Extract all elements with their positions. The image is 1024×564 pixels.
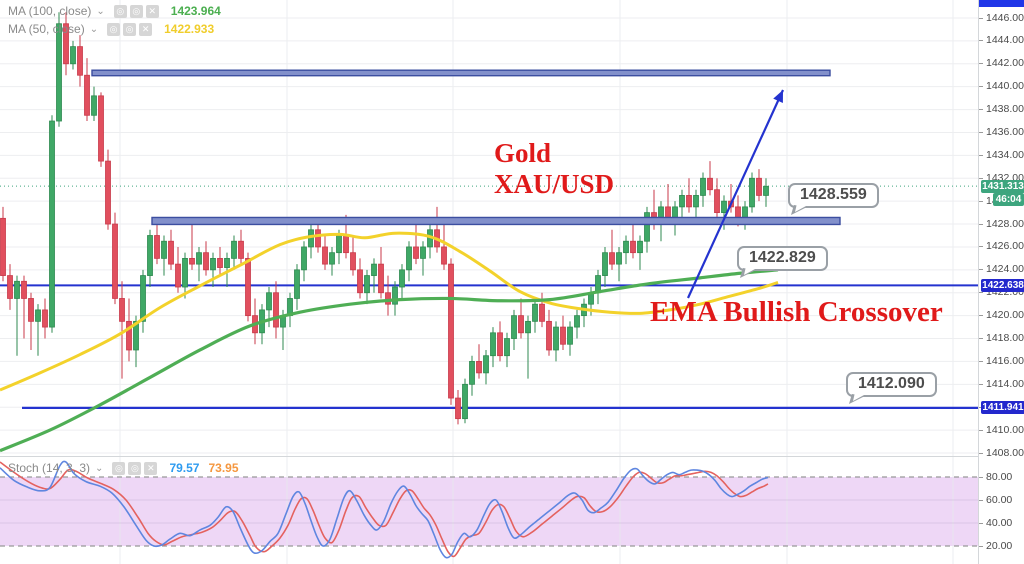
ma50-value: 1422.933 <box>164 22 215 36</box>
price-badge: 1411.941 <box>981 401 1024 415</box>
price-tick-label: 1446.000 <box>979 12 1024 24</box>
stoch-k-line <box>0 460 769 559</box>
visibility-icon[interactable]: ◎ <box>107 22 121 36</box>
stoch-d-line <box>0 461 769 558</box>
settings-icon[interactable]: ◎ <box>128 461 142 475</box>
pane-separator[interactable] <box>0 456 1024 457</box>
ma50-legend-row[interactable]: MA (50, close) ⌄ ◎ ◎ ✕ 1422.933 <box>8 20 221 38</box>
price-tick-label: 1408.000 <box>979 447 1024 459</box>
trend-arrow-drawing[interactable] <box>686 89 785 299</box>
stoch-k-value: 79.57 <box>169 461 200 475</box>
price-badge: 1431.313 <box>981 179 1024 193</box>
stoch-band <box>0 477 978 546</box>
stoch-tick-label: 80.00 <box>978 470 1013 483</box>
title-line-1: Gold <box>494 138 552 168</box>
price-callout[interactable]: 1422.829 <box>737 246 828 271</box>
price-tick-label: 1410.000 <box>979 424 1024 436</box>
price-axis[interactable]: 1446.000 1444.000 1442.000 1440.000 1438.000… <box>978 0 1024 564</box>
chevron-down-icon[interactable]: ⌄ <box>89 23 99 35</box>
arrow-head <box>773 90 783 103</box>
price-tick-label: 1438.000 <box>979 103 1024 115</box>
ma100-legend-row[interactable]: MA (100, close) ⌄ ◎ ◎ ✕ 1423.964 <box>8 2 221 20</box>
stoch-tick-label: 40.00 <box>978 516 1013 529</box>
close-icon[interactable]: ✕ <box>145 4 159 18</box>
close-icon[interactable]: ✕ <box>144 461 158 475</box>
resistance-bar-drawing[interactable] <box>91 69 831 77</box>
visibility-icon[interactable]: ◎ <box>112 461 126 475</box>
stoch-tick-label: 60.00 <box>978 493 1013 506</box>
visibility-icon[interactable]: ◎ <box>113 4 127 18</box>
ma100-value: 1423.964 <box>170 4 221 18</box>
axis-top-strip <box>979 0 1024 7</box>
price-tick-label: 1436.000 <box>979 126 1024 138</box>
settings-icon[interactable]: ◎ <box>129 4 143 18</box>
chevron-down-icon[interactable]: ⌄ <box>96 5 105 17</box>
crossover-annotation[interactable]: EMA Bullish Crossover <box>650 296 943 328</box>
settings-icon[interactable]: ◎ <box>123 22 137 36</box>
price-tick-label: 1440.000 <box>979 80 1024 92</box>
stoch-legend-row[interactable]: Stoch (14, 3, 3) ⌄ ◎ ◎ ✕ 79.57 73.95 <box>8 461 239 475</box>
price-tick-label: 1442.000 <box>979 57 1024 69</box>
resistance-bar-drawing[interactable] <box>151 216 841 226</box>
ma50-line <box>0 231 779 392</box>
title-line-2: XAU/USD <box>494 169 615 199</box>
ma100-label[interactable]: MA (100, close) <box>8 4 92 18</box>
stoch-d-value: 73.95 <box>208 461 239 475</box>
close-icon[interactable]: ✕ <box>139 22 153 36</box>
price-tick-label: 1444.000 <box>979 34 1024 46</box>
chevron-down-icon[interactable]: ⌄ <box>95 462 104 474</box>
stoch-label[interactable]: Stoch (14, 3, 3) <box>8 461 91 475</box>
chart-title-annotation[interactable]: Gold XAU/USD <box>494 138 614 200</box>
countdown-badge: 46:04 <box>993 192 1024 206</box>
price-callout[interactable]: 1428.559 <box>788 183 879 208</box>
price-tick-label: 1426.000 <box>979 240 1024 252</box>
indicator-legend: MA (100, close) ⌄ ◎ ◎ ✕ 1423.964 MA (50,… <box>8 2 221 38</box>
price-tick-label: 1428.000 <box>979 218 1024 230</box>
candlestick-series <box>0 12 769 425</box>
price-tick-label: 1424.000 <box>979 263 1024 275</box>
ma50-label[interactable]: MA (50, close) <box>8 22 85 36</box>
price-callout[interactable]: 1412.090 <box>846 372 937 397</box>
price-tick-label: 1434.000 <box>979 149 1024 161</box>
stoch-tick-label: 20.00 <box>978 539 1013 552</box>
price-tick-label: 1418.000 <box>979 332 1024 344</box>
ma100-line <box>0 268 779 453</box>
price-tick-label: 1414.000 <box>979 378 1024 390</box>
price-tick-label: 1416.000 <box>979 355 1024 367</box>
price-badge: 1422.638 <box>981 278 1024 292</box>
price-tick-label: 1420.000 <box>979 309 1024 321</box>
